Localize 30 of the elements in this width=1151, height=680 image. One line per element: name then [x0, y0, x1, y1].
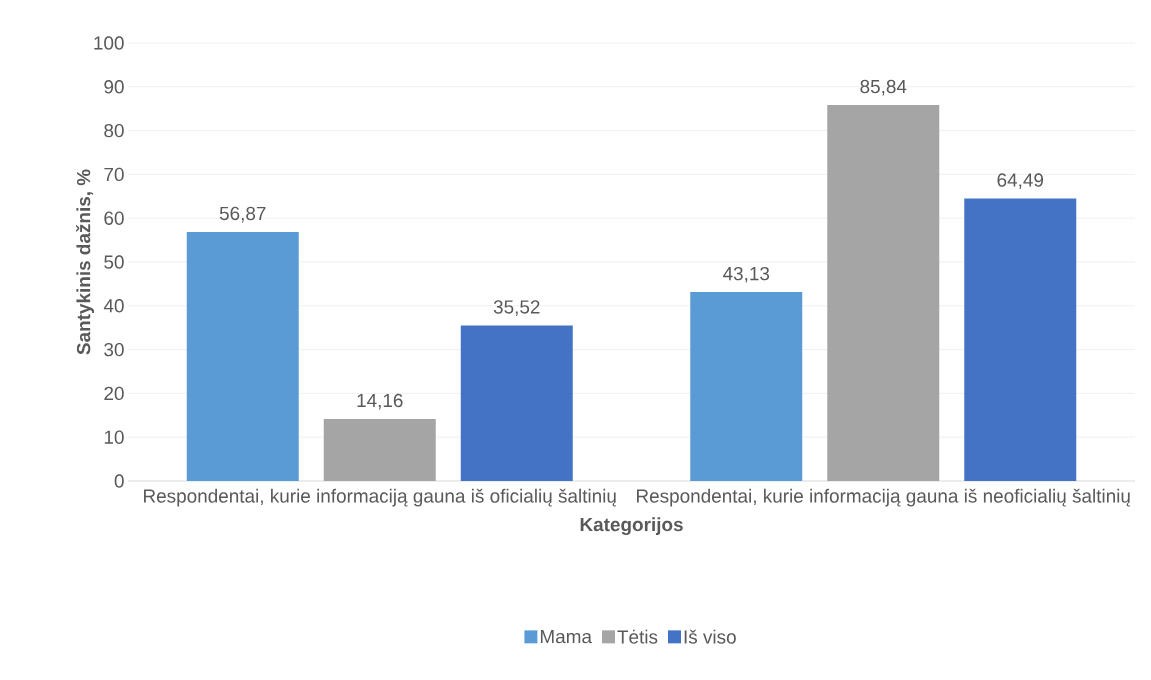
bar [460, 325, 573, 481]
x-tick-label: Respondentai, kurie informaciją gauna iš oficialių šaltinių [144, 488, 616, 507]
y-tick-label: 80 [104, 123, 124, 138]
legend-label: Mama [540, 630, 592, 644]
legend-label: Iš viso [684, 629, 736, 644]
x-tick-label: Respondentai, kurie informaciją gauna iš neoficialių šaltinių [637, 488, 1130, 507]
bar [690, 292, 803, 481]
data-label: 43,13 [723, 266, 770, 283]
data-label: 56,87 [219, 206, 266, 223]
legend-label: Tėtis [617, 629, 658, 644]
data-label: 64,49 [997, 173, 1044, 189]
bar [186, 231, 299, 481]
y-tick-label: 10 [104, 430, 124, 444]
data-label: 85,84 [860, 79, 907, 96]
y-tick-label: 50 [104, 255, 124, 269]
y-tick-label: 90 [104, 80, 124, 94]
y-tick-label: 100 [94, 36, 124, 50]
y-tick-label: 70 [104, 167, 124, 182]
data-label: 35,52 [493, 300, 540, 316]
data-label: 14,16 [357, 393, 403, 410]
y-tick-label: 40 [103, 299, 124, 313]
bar [323, 418, 436, 481]
bar [964, 198, 1077, 481]
y-axis-title: Santykinis dažnis, % [76, 169, 95, 355]
y-tick-label: 60 [104, 211, 124, 225]
bar [827, 105, 940, 481]
y-tick-label: 20 [104, 386, 124, 401]
x-axis-title: Kategorijos [580, 517, 683, 536]
y-tick-label: 30 [104, 342, 124, 357]
y-tick-label: 0 [114, 474, 124, 488]
